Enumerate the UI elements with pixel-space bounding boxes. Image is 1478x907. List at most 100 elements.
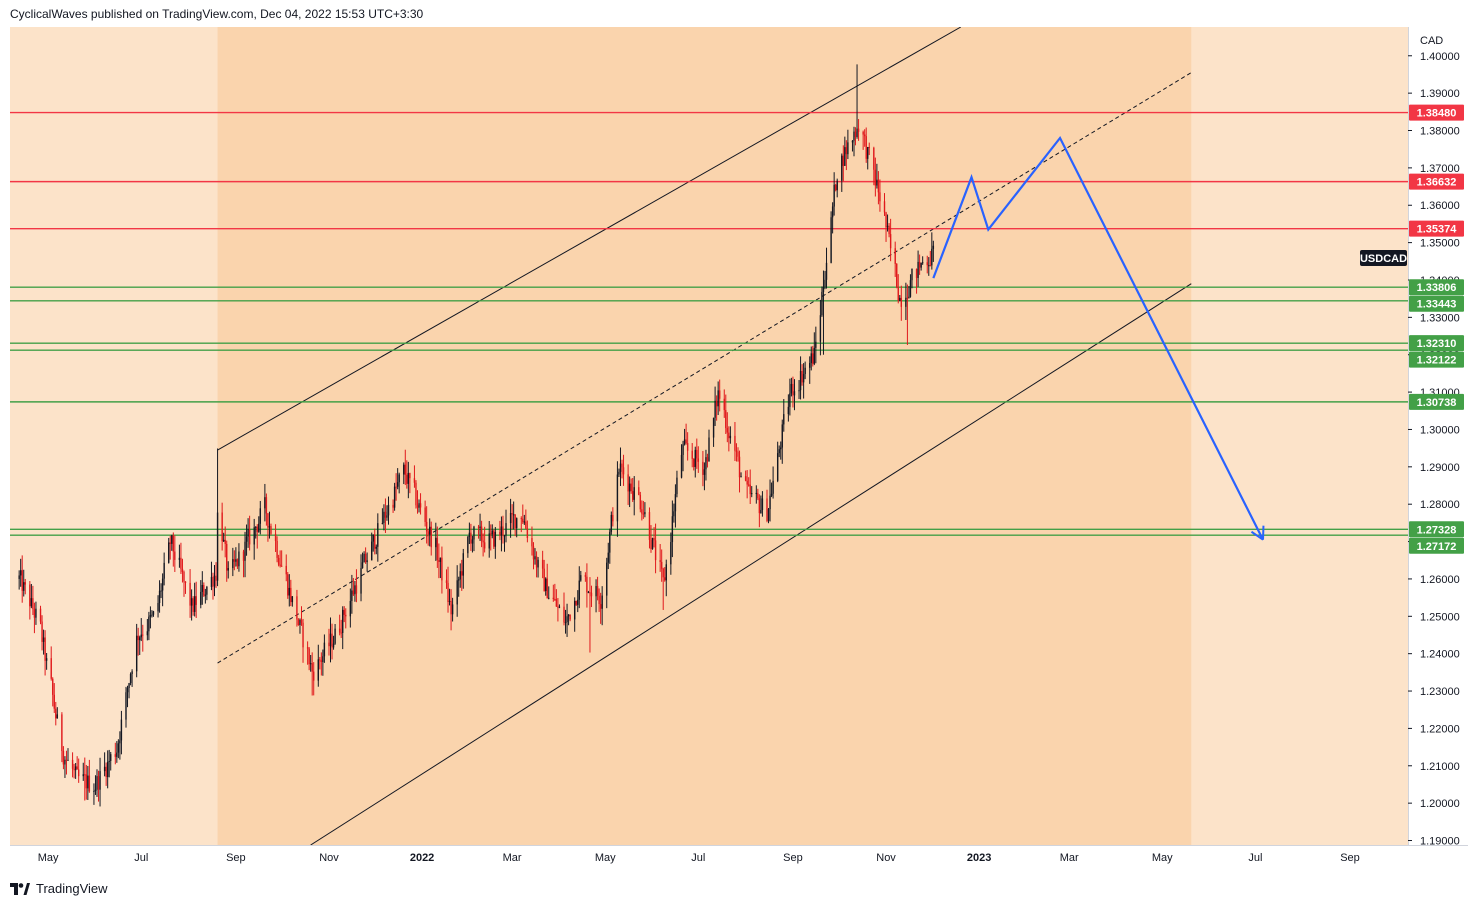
candle-body — [233, 559, 236, 562]
candle-body — [761, 498, 764, 510]
candle-body — [894, 248, 896, 264]
time-axis[interactable]: May Jul Sep Nov 2022 Mar May Jul Sep Nov 2023 Mar Ma… — [38, 852, 1360, 864]
candle-body — [494, 531, 497, 547]
candle-body — [84, 774, 86, 776]
candle-body — [856, 128, 858, 137]
candle-body — [103, 766, 106, 772]
candle-body — [462, 553, 464, 576]
time-tick-label: May — [1152, 852, 1173, 864]
candle-body — [24, 582, 26, 585]
candle-body — [734, 435, 736, 451]
candle-body — [769, 495, 771, 510]
candle-body — [270, 526, 272, 534]
candle-body — [387, 504, 390, 516]
time-tick-label: 2022 — [410, 852, 434, 864]
price-tick-label: 1.36000 — [1420, 200, 1460, 212]
price-tick-label: 1.29000 — [1420, 462, 1460, 474]
candle-body — [812, 353, 814, 364]
candle-body — [877, 179, 880, 193]
candle-body — [842, 155, 845, 166]
support-level-badge — [1409, 351, 1464, 368]
candle-body — [929, 265, 931, 267]
candle-body — [906, 297, 909, 299]
candle-body — [174, 551, 176, 560]
candle-body — [638, 487, 640, 495]
candle-body — [178, 557, 181, 560]
candle-body — [809, 363, 811, 368]
candle-body — [515, 518, 518, 529]
tradingview-logo-icon[interactable] — [10, 882, 30, 895]
candle-body — [210, 576, 213, 587]
candle-body — [212, 576, 214, 587]
price-tick-label: 1.22000 — [1420, 723, 1460, 735]
candle-body — [665, 564, 667, 581]
candle-body — [535, 556, 538, 568]
candle-body — [53, 694, 55, 709]
candle-body — [531, 538, 533, 547]
candle-body — [471, 539, 474, 544]
candle-body — [928, 265, 930, 267]
candle-body — [601, 595, 603, 609]
candle-body — [511, 513, 513, 515]
candle-body — [831, 206, 834, 218]
candle-body — [313, 671, 315, 681]
candle-body — [899, 297, 901, 301]
candle-body — [876, 179, 878, 186]
candle-body — [653, 537, 655, 541]
candle-body — [702, 461, 704, 475]
candle-body — [879, 192, 881, 202]
candle-body — [503, 535, 506, 537]
candle-body — [221, 512, 223, 542]
candle-body — [216, 512, 219, 581]
candle-body — [338, 628, 341, 633]
candle-body — [65, 759, 68, 761]
candle-body — [255, 526, 257, 528]
candle-body — [522, 518, 524, 523]
candle-body — [792, 383, 794, 396]
candle-body — [131, 671, 133, 674]
resistance-level-value: 1.36632 — [1417, 177, 1457, 189]
candle-body — [554, 598, 556, 600]
candle-body — [853, 131, 855, 141]
candle-body — [236, 559, 239, 567]
candle-body — [725, 410, 727, 429]
candle-body — [682, 444, 684, 455]
candle-body — [306, 647, 309, 649]
candle-body — [85, 774, 88, 789]
candle-body — [908, 296, 910, 299]
candle-body — [824, 279, 826, 287]
candle-body — [477, 526, 480, 528]
candle-body — [575, 600, 577, 605]
footer-brand[interactable]: TradingView — [36, 881, 108, 896]
price-axis[interactable]: 1.40000 1.39000 1.38000 1.37000 1.36000 1.350… — [1408, 51, 1460, 848]
candle-body — [268, 526, 271, 528]
candle-body — [169, 542, 171, 544]
candle-body — [618, 471, 620, 475]
candle-body — [544, 578, 547, 592]
candle-body — [396, 482, 399, 487]
price-tick-label: 1.25000 — [1420, 611, 1460, 623]
candle-body — [71, 759, 74, 769]
support-level-badge — [1409, 521, 1464, 538]
projection-arrow-stroke — [1250, 530, 1264, 541]
candle-body — [563, 606, 565, 623]
candle-body — [628, 483, 631, 492]
candle-body — [714, 400, 716, 418]
candle-body — [213, 575, 216, 587]
candle-body — [105, 766, 107, 778]
candle-body — [375, 546, 377, 549]
channel-zone — [217, 27, 1192, 845]
candle-body — [781, 424, 783, 448]
candle-body — [548, 597, 550, 599]
currency-label: CAD — [1420, 35, 1443, 47]
candle-body — [360, 568, 362, 594]
candle-body — [737, 451, 739, 457]
candle-body — [415, 482, 417, 506]
candle-body — [703, 469, 706, 475]
candle-body — [728, 432, 730, 439]
candle-body — [793, 391, 796, 396]
candle-body — [836, 180, 838, 191]
candle-body — [114, 754, 117, 757]
candle-body — [537, 559, 539, 568]
